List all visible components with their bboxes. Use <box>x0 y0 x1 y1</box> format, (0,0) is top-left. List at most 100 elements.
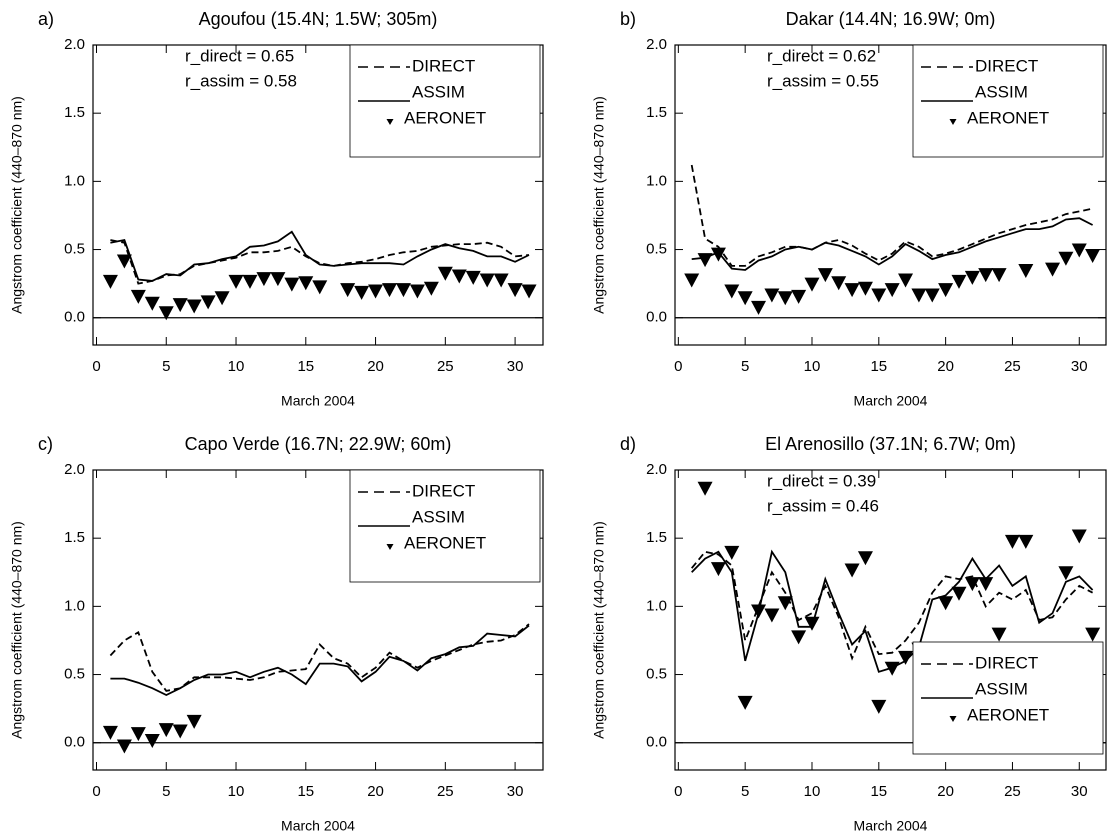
marker <box>871 288 887 303</box>
marker <box>844 563 860 578</box>
marker <box>158 723 174 738</box>
marker <box>214 291 230 306</box>
annotation: r_direct = 0.62 <box>767 46 876 65</box>
x-tick-label: 30 <box>507 783 524 800</box>
legend-marker <box>949 716 957 722</box>
x-tick-label: 25 <box>1004 783 1021 800</box>
marker <box>172 298 188 313</box>
marker <box>144 734 160 748</box>
legend-box <box>349 44 541 158</box>
marker <box>831 276 847 291</box>
y-axis-label: Angstrom coefficient (440–870 nm) <box>591 521 607 739</box>
x-tick-label: 20 <box>937 783 954 800</box>
y-axis-label: Angstrom coefficient (440–870 nm) <box>9 521 25 739</box>
x-tick-label: 5 <box>162 783 170 800</box>
marker <box>354 285 370 300</box>
marker <box>242 274 258 289</box>
y-tick-label: 1.5 <box>64 529 85 546</box>
marker <box>737 291 753 306</box>
panel-label: c) <box>38 434 53 454</box>
marker <box>777 596 793 611</box>
series-line <box>691 217 1094 271</box>
x-tick-label: 5 <box>741 358 749 375</box>
marker <box>898 650 914 665</box>
marker <box>144 296 160 311</box>
marker <box>724 284 740 299</box>
y-tick-label: 2.0 <box>64 461 85 478</box>
marker <box>791 289 807 304</box>
marker <box>804 616 820 631</box>
marker <box>697 253 713 268</box>
y-tick-label: 1.5 <box>64 104 85 121</box>
x-tick-label: 30 <box>1071 783 1088 800</box>
marker <box>777 291 793 306</box>
y-tick-label: 0.5 <box>646 241 667 258</box>
x-tick-label: 30 <box>507 358 524 375</box>
marker <box>751 300 767 315</box>
legend-label: DIRECT <box>412 481 475 500</box>
marker <box>186 714 202 729</box>
plot-frame <box>92 469 544 771</box>
x-tick-label: 0 <box>92 358 100 375</box>
marker <box>1004 534 1020 549</box>
plot-frame <box>674 469 1107 771</box>
legend-label: DIRECT <box>975 56 1038 75</box>
marker <box>710 562 726 577</box>
marker <box>340 283 356 298</box>
legend-label: AERONET <box>967 108 1049 127</box>
marker <box>228 274 244 289</box>
marker <box>158 306 174 321</box>
marker <box>884 661 900 676</box>
marker <box>102 274 118 289</box>
marker <box>991 627 1007 642</box>
x-tick-label: 10 <box>228 783 245 800</box>
y-tick-label: 0.0 <box>64 734 85 751</box>
y-tick-label: 1.0 <box>64 172 85 189</box>
marker <box>737 695 753 710</box>
marker <box>911 288 927 303</box>
annotation: r_assim = 0.46 <box>767 496 879 515</box>
legend-label: ASSIM <box>975 679 1028 698</box>
x-axis-label: March 2004 <box>281 393 355 409</box>
x-tick-label: 20 <box>367 358 384 375</box>
panel: d) El Arenosillo (37.1N; 6.7W; 0m) March 2… <box>591 434 1107 834</box>
marker <box>724 545 740 560</box>
series-line <box>110 230 530 282</box>
marker <box>409 284 425 299</box>
x-tick-label: 5 <box>162 358 170 375</box>
marker <box>1071 529 1087 544</box>
x-tick-label: 20 <box>367 783 384 800</box>
annotation: r_assim = 0.55 <box>767 71 879 90</box>
marker <box>451 269 467 284</box>
x-tick-label: 10 <box>804 783 821 800</box>
marker <box>200 295 216 310</box>
marker <box>791 630 807 645</box>
y-tick-label: 2.0 <box>64 36 85 53</box>
panel-label: d) <box>620 434 636 454</box>
y-tick-label: 1.0 <box>64 597 85 614</box>
marker <box>395 283 411 298</box>
marker <box>1085 249 1101 263</box>
y-tick-label: 2.0 <box>646 36 667 53</box>
marker <box>270 272 286 287</box>
panel-label: b) <box>620 9 636 29</box>
x-tick-label: 25 <box>437 783 454 800</box>
marker <box>951 274 967 289</box>
marker <box>1085 627 1101 642</box>
marker <box>186 299 202 314</box>
marker <box>804 277 820 292</box>
x-tick-label: 0 <box>674 783 682 800</box>
marker <box>844 283 860 298</box>
x-tick-label: 10 <box>228 358 245 375</box>
marker <box>465 270 481 285</box>
panel: a) Agoufou (15.4N; 1.5W; 305m) March 2004 A… <box>9 9 544 409</box>
x-tick-label: 10 <box>804 358 821 375</box>
marker <box>521 284 537 299</box>
y-tick-label: 1.0 <box>646 172 667 189</box>
marker <box>751 604 767 619</box>
x-tick-label: 20 <box>937 358 954 375</box>
series-line <box>691 550 1094 661</box>
marker <box>764 608 780 623</box>
series-line <box>110 624 530 697</box>
